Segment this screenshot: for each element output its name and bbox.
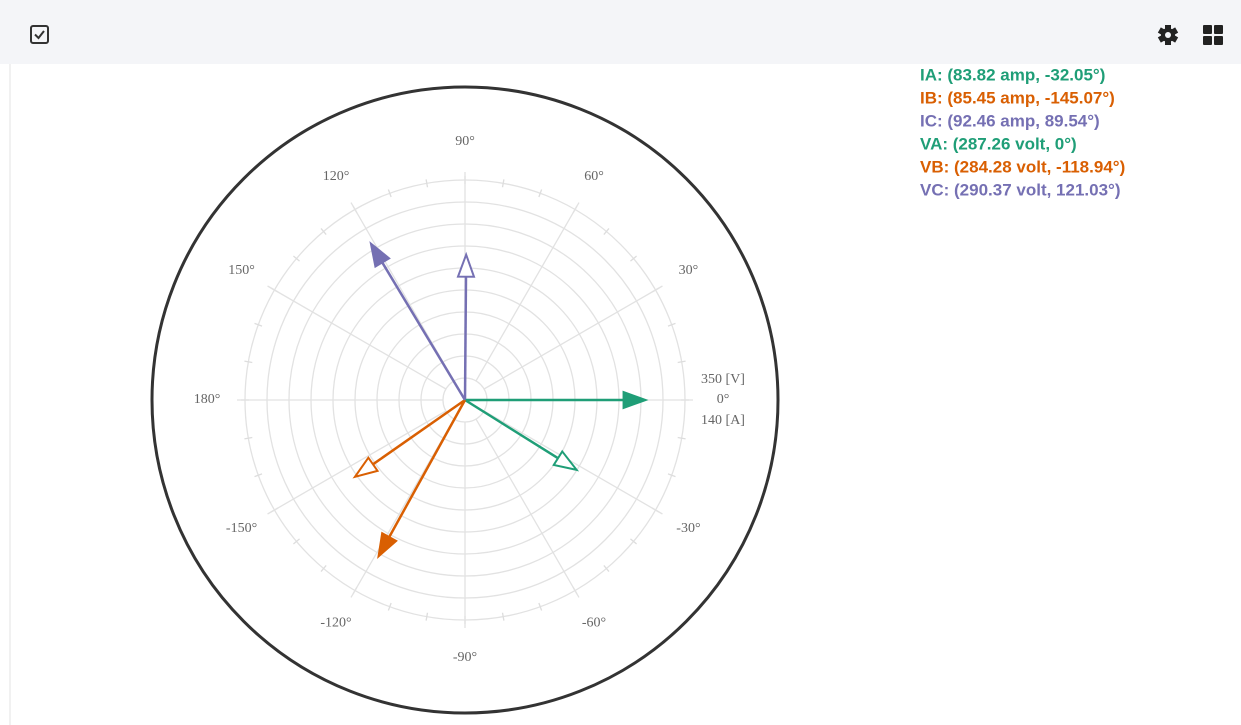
angle-label: 60° [584, 169, 604, 184]
minor-tick [244, 436, 253, 440]
grid-spoke [475, 202, 580, 382]
minor-tick [677, 436, 686, 440]
minor-tick [320, 565, 327, 573]
grid-spoke [483, 285, 663, 390]
amp-scale-label: 140 [A] [701, 413, 745, 428]
legend-entry: VA: (287.26 volt, 0°) [920, 134, 1077, 153]
minor-tick [501, 179, 505, 188]
phasor-head [352, 455, 380, 479]
minor-tick [292, 538, 300, 545]
settings-icon[interactable] [1157, 25, 1179, 45]
minor-tick [667, 322, 676, 327]
angle-label: -60° [582, 616, 606, 631]
angle-label: -30° [676, 521, 700, 536]
minor-tick [501, 612, 505, 621]
phasor-line [381, 261, 467, 401]
minor-tick [603, 565, 610, 573]
angle-label: 90° [455, 134, 475, 149]
angle-label: 150° [228, 263, 255, 278]
angle-label: 180° [194, 392, 221, 407]
minor-tick [603, 227, 610, 235]
phasor-line [463, 276, 468, 401]
minor-tick [677, 360, 686, 364]
angle-label: -90° [453, 650, 477, 665]
minor-tick [538, 189, 543, 198]
grid-spoke [475, 418, 580, 598]
minor-tick [425, 612, 429, 621]
toolbar [0, 0, 1241, 64]
minor-tick [244, 360, 253, 364]
legend-entry: IC: (92.46 amp, 89.54°) [920, 111, 1100, 130]
minor-tick [425, 179, 429, 188]
minor-tick [254, 322, 263, 327]
minor-tick [630, 538, 638, 545]
legend-entry: IB: (85.45 amp, -145.07°) [920, 88, 1115, 107]
angle-label: 0° [717, 392, 730, 407]
phasor-line [388, 399, 467, 538]
frame-circle [150, 85, 780, 715]
minor-tick [387, 602, 392, 611]
minor-tick [320, 227, 327, 235]
phasor-line [372, 398, 466, 466]
phasor-head [369, 241, 391, 269]
angle-label: -120° [320, 616, 351, 631]
grid-spoke [267, 285, 447, 390]
phasor-head [552, 449, 580, 472]
angle-label: -150° [226, 521, 257, 536]
minor-tick [254, 473, 263, 478]
minor-tick [667, 473, 676, 478]
phasor-head [456, 251, 476, 278]
angle-label: 30° [679, 263, 699, 278]
layout-icon[interactable] [1203, 25, 1223, 45]
checkbox-icon[interactable] [30, 25, 49, 44]
legend-entry: IA: (83.82 amp, -32.05°) [920, 65, 1105, 84]
grid-spoke [267, 410, 447, 515]
phasor-head [377, 531, 398, 559]
minor-tick [538, 602, 543, 611]
legend-entry: VB: (284.28 volt, -118.94°) [920, 157, 1125, 176]
grid-spoke [483, 410, 663, 515]
minor-tick [387, 189, 392, 198]
minor-tick [630, 255, 638, 262]
legend-entry: VC: (290.37 volt, 121.03°) [920, 180, 1121, 199]
phasor-line [464, 398, 559, 460]
volt-scale-label: 350 [V] [701, 372, 745, 387]
angle-label: 120° [323, 169, 350, 184]
minor-tick [292, 255, 300, 262]
phasor-head [622, 390, 649, 410]
